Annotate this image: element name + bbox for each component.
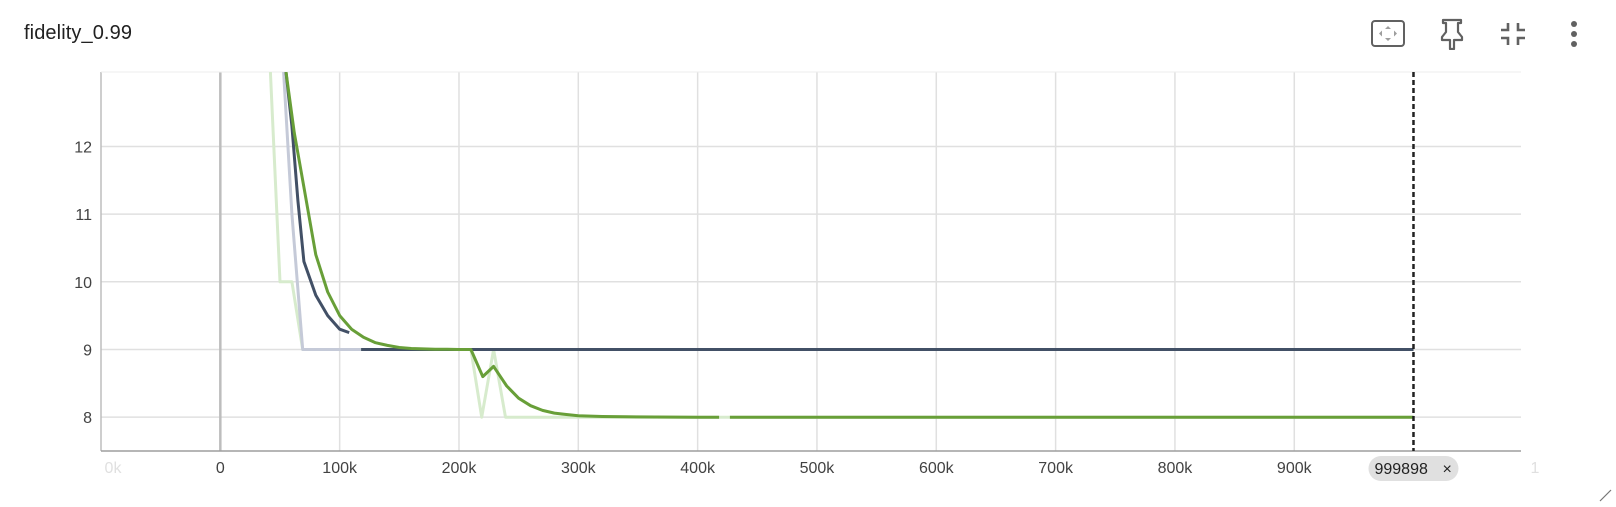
resize-handle-icon[interactable] bbox=[1598, 488, 1612, 502]
y-tick-label: 8 bbox=[83, 410, 92, 427]
series-line-0 bbox=[268, 72, 1414, 419]
cursor-badge-label: 999898 bbox=[1374, 461, 1427, 478]
y-tick-label: 12 bbox=[74, 139, 92, 156]
series-line-1 bbox=[282, 72, 362, 351]
x-tick-label: 100k bbox=[322, 460, 358, 477]
series-line-4 bbox=[284, 72, 720, 419]
x-tick-label: 200k bbox=[442, 460, 478, 477]
cursor-badge[interactable] bbox=[1368, 456, 1459, 481]
y-tick-label: 9 bbox=[83, 342, 92, 359]
card-title: fidelity_0.99 bbox=[24, 22, 133, 44]
x-edge-label: 0k bbox=[105, 460, 123, 477]
cursor-close-icon[interactable]: × bbox=[1442, 461, 1451, 478]
more-vert-icon bbox=[1569, 19, 1579, 54]
fit-domain-icon bbox=[1370, 19, 1406, 54]
x-edge-label: 1 bbox=[1531, 460, 1540, 477]
x-tick-label: 900k bbox=[1277, 460, 1313, 477]
collapse-button[interactable] bbox=[1491, 14, 1535, 58]
x-tick-label: 700k bbox=[1038, 460, 1074, 477]
more-options-button[interactable] bbox=[1552, 14, 1596, 58]
x-tick-label: 400k bbox=[680, 460, 716, 477]
x-tick-label: 0 bbox=[216, 460, 225, 477]
x-tick-label: 300k bbox=[561, 460, 597, 477]
x-tick-label: 800k bbox=[1158, 460, 1194, 477]
card-toolbar bbox=[1356, 14, 1616, 58]
series-line-2 bbox=[284, 72, 350, 335]
x-tick-label: 500k bbox=[800, 460, 836, 477]
fit-domain-button[interactable] bbox=[1366, 14, 1410, 58]
y-tick-label: 10 bbox=[74, 275, 92, 292]
collapse-icon bbox=[1499, 20, 1527, 53]
pin-icon bbox=[1439, 18, 1465, 55]
y-tick-label: 11 bbox=[75, 207, 92, 224]
x-tick-label: 600k bbox=[919, 460, 955, 477]
pin-button[interactable] bbox=[1430, 14, 1474, 58]
